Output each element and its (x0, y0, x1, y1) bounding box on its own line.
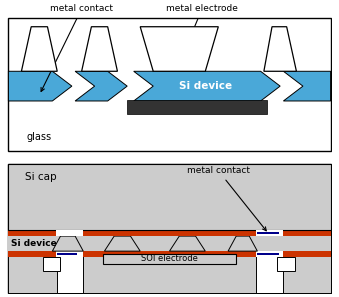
Bar (257, 232, 279, 234)
Text: metal contact: metal contact (41, 4, 113, 91)
Bar (256, 256, 283, 293)
Bar (8, 230, 331, 236)
Bar (8, 256, 57, 293)
Bar (256, 230, 283, 236)
Polygon shape (283, 71, 331, 101)
Bar (283, 256, 331, 293)
Bar (257, 253, 279, 255)
Polygon shape (134, 71, 280, 101)
Text: Si device: Si device (179, 81, 232, 91)
Polygon shape (170, 236, 205, 251)
Bar (256, 251, 283, 257)
Bar (8, 164, 331, 230)
Polygon shape (140, 27, 218, 71)
Text: metal contact: metal contact (187, 166, 266, 231)
Bar (127, 100, 267, 114)
Bar (56, 251, 83, 257)
Polygon shape (52, 236, 83, 251)
Polygon shape (75, 71, 127, 101)
Bar (56, 256, 83, 293)
Bar (277, 257, 295, 271)
Polygon shape (228, 236, 257, 251)
Bar (103, 254, 236, 264)
Polygon shape (8, 71, 72, 101)
Polygon shape (264, 27, 296, 71)
Bar (8, 251, 331, 257)
Polygon shape (21, 27, 57, 71)
Text: Si cap: Si cap (25, 172, 56, 181)
Text: glass: glass (26, 132, 52, 142)
Text: Si device: Si device (11, 239, 56, 248)
Bar (83, 256, 256, 293)
Bar (8, 236, 331, 251)
Bar (43, 257, 60, 271)
Bar (8, 256, 331, 293)
Bar (57, 253, 77, 255)
Polygon shape (82, 27, 117, 71)
Text: SOI electrode: SOI electrode (141, 254, 198, 263)
Polygon shape (104, 236, 140, 251)
Text: metal electrode: metal electrode (166, 4, 238, 68)
Bar (56, 230, 83, 236)
